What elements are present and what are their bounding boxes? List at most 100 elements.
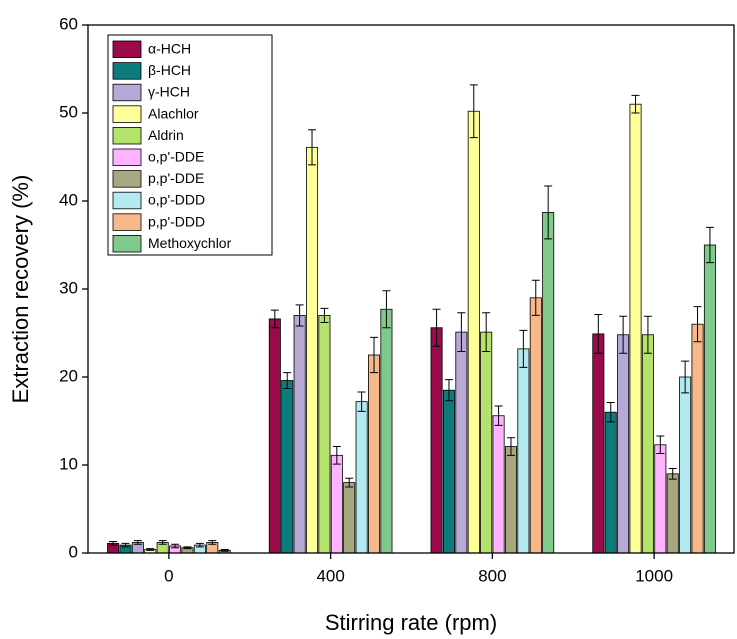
y-tick-label: 40 — [59, 190, 78, 209]
error-bar — [531, 279, 540, 316]
bar — [455, 331, 468, 554]
legend-label: Alachlor — [148, 105, 199, 121]
error-bar — [195, 542, 204, 548]
y-tick-label: 20 — [59, 366, 78, 385]
error-bar — [619, 315, 628, 354]
error-bar — [382, 290, 391, 329]
bar — [442, 389, 455, 554]
y-tick-label: 10 — [59, 454, 78, 473]
bar — [268, 318, 281, 554]
legend-label: Aldrin — [148, 127, 184, 143]
legend-swatch — [112, 234, 142, 253]
bar — [679, 376, 692, 554]
bar — [703, 244, 716, 554]
error-bar — [668, 468, 677, 480]
legend-label: γ-HCH — [148, 84, 190, 100]
bar — [654, 444, 667, 554]
plot-frame — [87, 24, 735, 554]
bar — [691, 323, 704, 554]
bar — [343, 482, 356, 554]
legend-swatch — [112, 127, 142, 145]
legend-swatch — [112, 213, 142, 231]
error-bar — [295, 304, 304, 327]
bar — [604, 411, 617, 554]
error-bar — [357, 391, 366, 412]
error-bar — [146, 548, 155, 551]
error-bar — [109, 541, 118, 546]
bar — [318, 314, 331, 554]
legend-swatch — [112, 148, 142, 167]
error-bar — [444, 379, 453, 402]
bar — [467, 110, 480, 554]
legend-label: o,p'-DDD — [148, 192, 205, 208]
error-bar — [133, 540, 142, 545]
legend-label: p,p'-DDD — [148, 213, 205, 229]
bar — [592, 333, 605, 554]
error-bar — [332, 446, 341, 465]
error-bar — [519, 329, 528, 368]
error-bar — [270, 309, 279, 329]
error-bar — [220, 548, 229, 552]
bar — [542, 212, 555, 554]
bar — [504, 446, 517, 554]
legend-swatch — [112, 105, 142, 123]
error-bar — [643, 315, 652, 354]
legend-label: o,p'-DDE — [148, 149, 204, 165]
error-bar — [544, 185, 553, 240]
x-tick-label: 800 — [478, 566, 506, 585]
legend-swatch — [112, 170, 142, 188]
bar — [355, 401, 368, 554]
bar — [480, 331, 493, 554]
bar — [293, 314, 306, 554]
y-tick-label: 50 — [59, 102, 78, 121]
error-bar — [494, 405, 503, 426]
legend-label: p,p'-DDE — [148, 170, 204, 186]
error-bar — [656, 435, 665, 455]
bar — [368, 354, 381, 554]
bar — [641, 334, 654, 554]
bar — [617, 334, 630, 554]
legend-label: α-HCH — [148, 41, 191, 57]
legend-swatch — [112, 40, 142, 59]
bar — [330, 454, 343, 554]
error-bar — [158, 540, 167, 545]
x-axis-title: Stirring rate (rpm) — [325, 610, 497, 635]
error-bar — [482, 312, 491, 352]
bar — [306, 146, 319, 554]
error-bar — [705, 226, 714, 264]
error-bar — [308, 129, 317, 166]
error-bar — [457, 312, 466, 352]
error-bar — [631, 94, 640, 114]
bar — [666, 473, 679, 554]
x-tick-label: 0 — [164, 566, 173, 585]
error-bar — [345, 477, 354, 488]
bar — [629, 103, 642, 554]
error-bar — [506, 437, 515, 456]
bar — [492, 415, 505, 554]
error-bar — [283, 372, 292, 389]
error-bar — [606, 402, 615, 423]
legend-swatch — [112, 83, 142, 102]
legend-label: β-HCH — [148, 62, 191, 78]
error-bar — [681, 360, 690, 394]
error-bar — [320, 307, 329, 323]
error-bar — [594, 314, 603, 354]
error-bar — [183, 546, 192, 550]
error-bar — [208, 540, 217, 545]
error-bar — [171, 543, 180, 549]
bar — [380, 308, 393, 554]
error-bar — [121, 542, 130, 548]
y-axis-title: Extraction recovery (%) — [8, 175, 33, 404]
error-bar — [693, 306, 702, 343]
legend-swatch — [112, 62, 142, 80]
error-bar — [370, 336, 379, 374]
legend-swatch — [112, 191, 142, 210]
y-tick-label: 0 — [69, 542, 78, 561]
bar — [529, 297, 542, 554]
x-tick-label: 400 — [316, 566, 344, 585]
y-tick-label: 30 — [59, 278, 78, 297]
legend-label: Methoxychlor — [148, 235, 232, 251]
bar — [430, 327, 443, 554]
error-bar — [432, 308, 441, 347]
